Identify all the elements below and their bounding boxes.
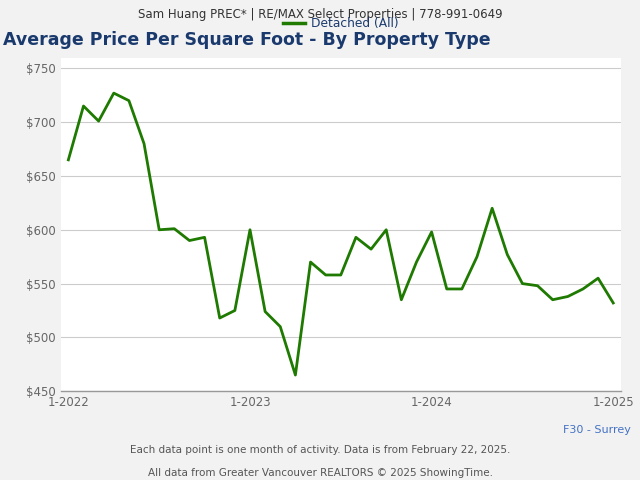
Legend: Detached (All): Detached (All) bbox=[278, 12, 404, 35]
Text: Each data point is one month of activity. Data is from February 22, 2025.: Each data point is one month of activity… bbox=[130, 445, 510, 456]
Text: Sam Huang PREC* | RE/MAX Select Properties | 778-991-0649: Sam Huang PREC* | RE/MAX Select Properti… bbox=[138, 8, 502, 22]
Text: All data from Greater Vancouver REALTORS © 2025 ShowingTime.: All data from Greater Vancouver REALTORS… bbox=[147, 468, 493, 478]
Text: F30 - Surrey: F30 - Surrey bbox=[563, 425, 630, 435]
Text: Average Price Per Square Foot - By Property Type: Average Price Per Square Foot - By Prope… bbox=[3, 31, 491, 49]
